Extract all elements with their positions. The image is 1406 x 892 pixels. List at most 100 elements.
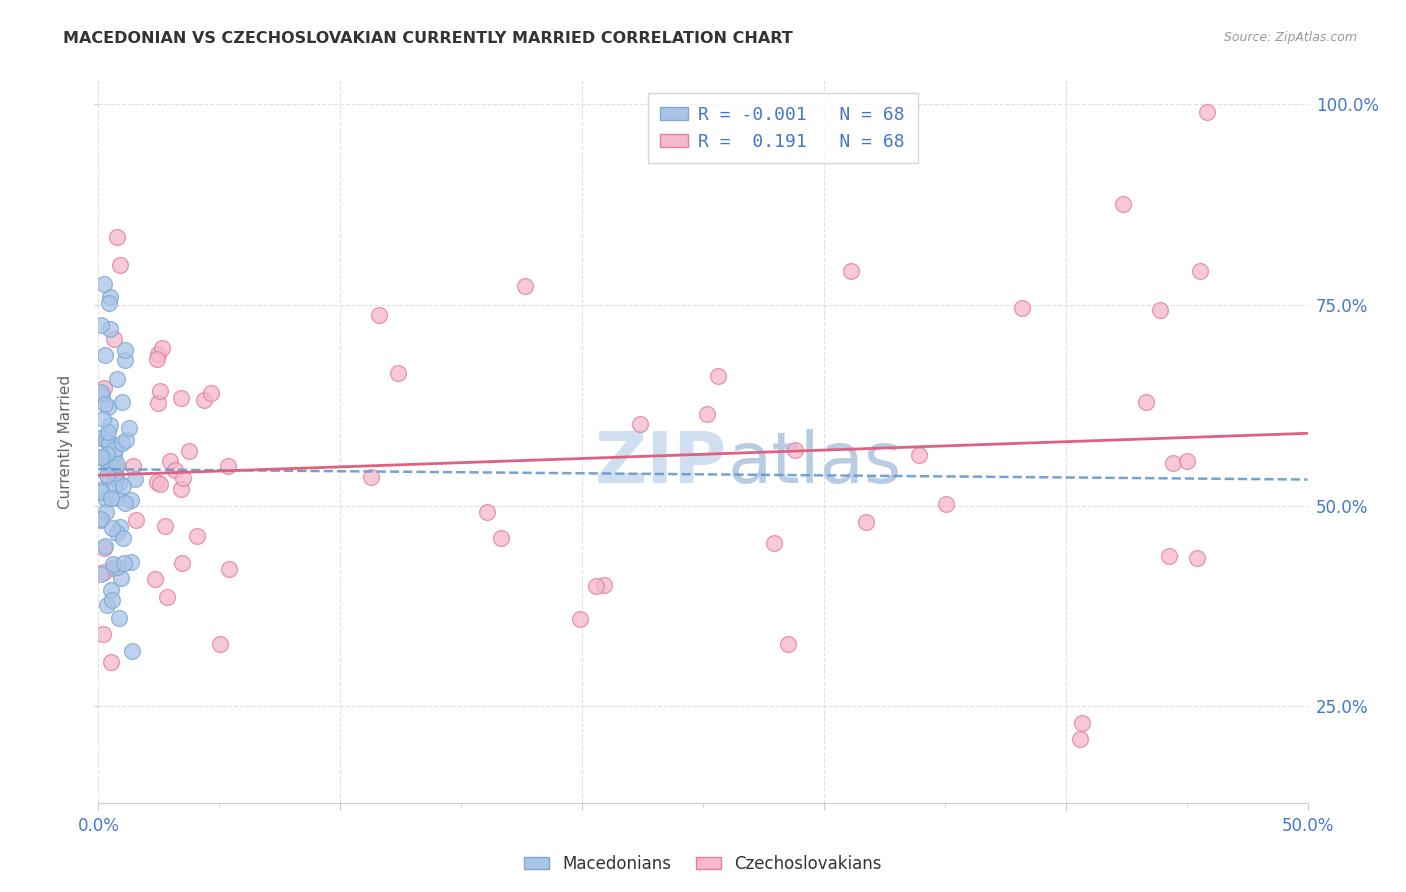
Point (104, 467, 127, 481)
Point (935, 497, 957, 511)
Point (707, 369, 730, 384)
Point (97, 401, 120, 415)
Point (90, 431, 112, 445)
Text: Source: ZipAtlas.com: Source: ZipAtlas.com (1223, 31, 1357, 45)
Point (855, 516, 877, 530)
Point (193, 393, 215, 408)
Point (105, 526, 128, 541)
Point (101, 557, 124, 571)
Point (125, 513, 148, 527)
Point (121, 458, 143, 473)
Point (100, 593, 122, 607)
Point (103, 332, 125, 346)
Point (1069, 731, 1091, 746)
Point (1112, 196, 1135, 211)
Point (120, 555, 142, 569)
Point (114, 433, 136, 447)
Point (96, 453, 118, 467)
Point (104, 470, 127, 484)
Point (170, 391, 193, 405)
Point (94, 491, 117, 506)
Legend: Macedonians, Czechoslovakians: Macedonians, Czechoslovakians (517, 848, 889, 880)
Point (1071, 715, 1094, 730)
Point (114, 495, 136, 509)
Point (491, 531, 513, 545)
Point (1149, 302, 1171, 317)
Point (120, 493, 142, 508)
Point (146, 346, 169, 360)
Point (98, 457, 121, 471)
Point (108, 476, 131, 491)
Point (91, 627, 114, 641)
Point (1185, 550, 1208, 565)
Point (146, 351, 169, 366)
Text: atlas: atlas (727, 429, 901, 498)
Point (110, 520, 132, 534)
Point (585, 579, 607, 593)
Point (90, 450, 112, 464)
Point (96, 448, 118, 462)
Point (111, 479, 134, 493)
Point (159, 454, 181, 468)
Point (360, 470, 382, 484)
Point (763, 536, 786, 550)
Y-axis label: Currently Married: Currently Married (59, 375, 73, 508)
Point (170, 482, 193, 496)
Point (1161, 456, 1184, 470)
Point (94, 348, 117, 362)
Point (93, 565, 115, 579)
Point (101, 521, 124, 535)
Point (105, 372, 128, 386)
Point (110, 571, 132, 585)
Point (105, 230, 128, 244)
Point (108, 258, 131, 272)
Point (100, 655, 122, 669)
Text: MACEDONIAN VS CZECHOSLOVAKIAN CURRENTLY MARRIED CORRELATION CHART: MACEDONIAN VS CZECHOSLOVAKIAN CURRENTLY … (63, 31, 793, 46)
Point (91, 388, 114, 402)
Point (98, 290, 121, 304)
Point (96, 429, 118, 443)
Point (105, 457, 128, 471)
Point (93, 381, 115, 395)
Point (96, 447, 118, 461)
Point (186, 529, 208, 543)
Point (98, 322, 121, 336)
Point (94, 454, 117, 468)
Point (111, 395, 134, 409)
Point (145, 475, 167, 489)
Point (93, 397, 115, 411)
Point (153, 519, 176, 533)
Point (94, 539, 117, 553)
Point (93, 277, 115, 291)
Legend: R = -0.001   N = 68, R =  0.191   N = 68: R = -0.001 N = 68, R = 0.191 N = 68 (648, 93, 918, 163)
Point (98, 417, 121, 432)
Point (156, 590, 179, 604)
Point (172, 556, 194, 570)
Point (146, 395, 169, 409)
Point (118, 420, 141, 434)
Point (96, 448, 118, 462)
Point (90, 384, 112, 399)
Point (90, 483, 112, 497)
Point (94, 433, 117, 447)
Point (96, 468, 118, 483)
Point (98, 296, 121, 310)
Point (108, 611, 131, 625)
Point (111, 436, 134, 450)
Point (1135, 395, 1157, 409)
Point (121, 644, 143, 658)
Point (776, 637, 799, 651)
Point (104, 460, 127, 475)
Point (97, 425, 120, 440)
Point (100, 583, 122, 598)
Point (107, 560, 129, 574)
Point (149, 477, 172, 491)
Point (172, 470, 194, 484)
Text: ZIP: ZIP (595, 429, 727, 498)
Point (908, 448, 931, 462)
Point (1157, 549, 1180, 564)
Point (105, 491, 128, 505)
Point (90, 450, 112, 465)
Point (90, 513, 112, 527)
Point (112, 556, 135, 570)
